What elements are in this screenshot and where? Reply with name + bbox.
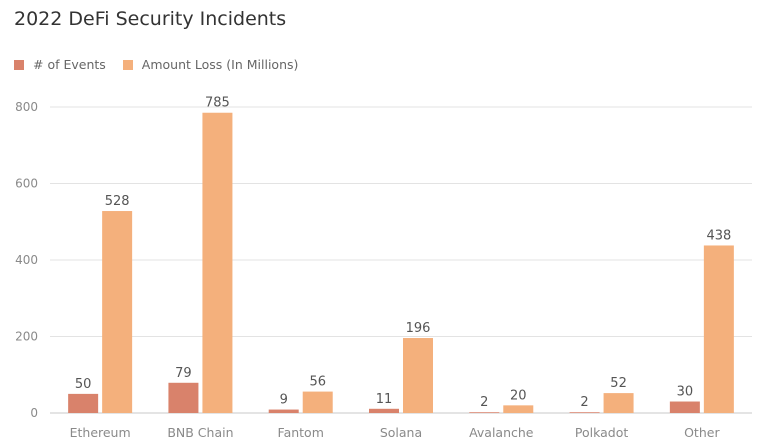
bar-amount-loss-solana [403, 338, 433, 413]
legend-swatch-events [14, 59, 24, 70]
data-label-amount-loss-bnb-chain: 785 [205, 96, 230, 111]
y-tick-label: 200 [15, 330, 38, 344]
bar-amount-loss-polkadot [603, 393, 634, 413]
x-tick-label-fantom: Fantom [278, 425, 324, 440]
data-label-amount-loss-solana: 196 [406, 321, 431, 336]
bar-events-fantom [268, 409, 299, 413]
legend: # of Events Amount Loss (In Millions) [14, 57, 315, 72]
legend-item-amount-loss[interactable]: Amount Loss (In Millions) [122, 57, 299, 72]
data-label-events-other: 30 [677, 385, 694, 400]
bar-amount-loss-avalanche [503, 405, 534, 413]
x-tick-label-avalanche: Avalanche [469, 425, 534, 440]
legend-label-amount-loss: Amount Loss (In Millions) [141, 57, 299, 72]
x-tick-label-solana: Solana [380, 425, 422, 440]
data-label-events-bnb-chain: 79 [175, 366, 192, 381]
data-label-amount-loss-ethereum: 528 [105, 194, 130, 209]
bar-events-solana [369, 408, 399, 413]
data-label-events-polkadot: 2 [580, 395, 588, 410]
data-label-events-avalanche: 2 [480, 395, 488, 410]
y-tick-label: 600 [15, 177, 38, 191]
x-tick-label-bnb-chain: BNB Chain [167, 425, 233, 440]
x-tick-label-other: Other [684, 425, 720, 440]
bar-events-polkadot [569, 412, 600, 413]
legend-label-events: # of Events [33, 57, 106, 72]
y-tick-label: 400 [15, 253, 38, 267]
data-label-events-solana: 11 [376, 392, 393, 407]
data-label-amount-loss-fantom: 56 [309, 375, 326, 390]
bar-amount-loss-fantom [302, 391, 333, 413]
bar-amount-loss-other [703, 245, 734, 413]
x-tick-label-ethereum: Ethereum [70, 425, 131, 440]
data-label-amount-loss-other: 438 [706, 228, 731, 243]
bar-amount-loss-ethereum [102, 211, 133, 413]
y-tick-label: 800 [15, 100, 38, 114]
bar-amount-loss-bnb-chain [202, 112, 233, 414]
legend-swatch-amount-loss [122, 59, 133, 70]
data-label-events-ethereum: 50 [75, 377, 92, 392]
data-label-amount-loss-avalanche: 20 [510, 388, 527, 403]
data-label-amount-loss-polkadot: 52 [610, 376, 627, 391]
bar-events-avalanche [469, 412, 500, 413]
chart-title: 2022 DeFi Security Incidents [14, 8, 287, 30]
data-label-events-fantom: 9 [280, 393, 288, 408]
bar-events-ethereum [68, 393, 99, 413]
bar-events-other [669, 401, 700, 413]
x-tick-label-polkadot: Polkadot [575, 425, 628, 440]
bar-events-bnb-chain [168, 382, 199, 413]
y-tick-label: 0 [30, 406, 38, 420]
legend-item-events[interactable]: # of Events [14, 57, 106, 72]
